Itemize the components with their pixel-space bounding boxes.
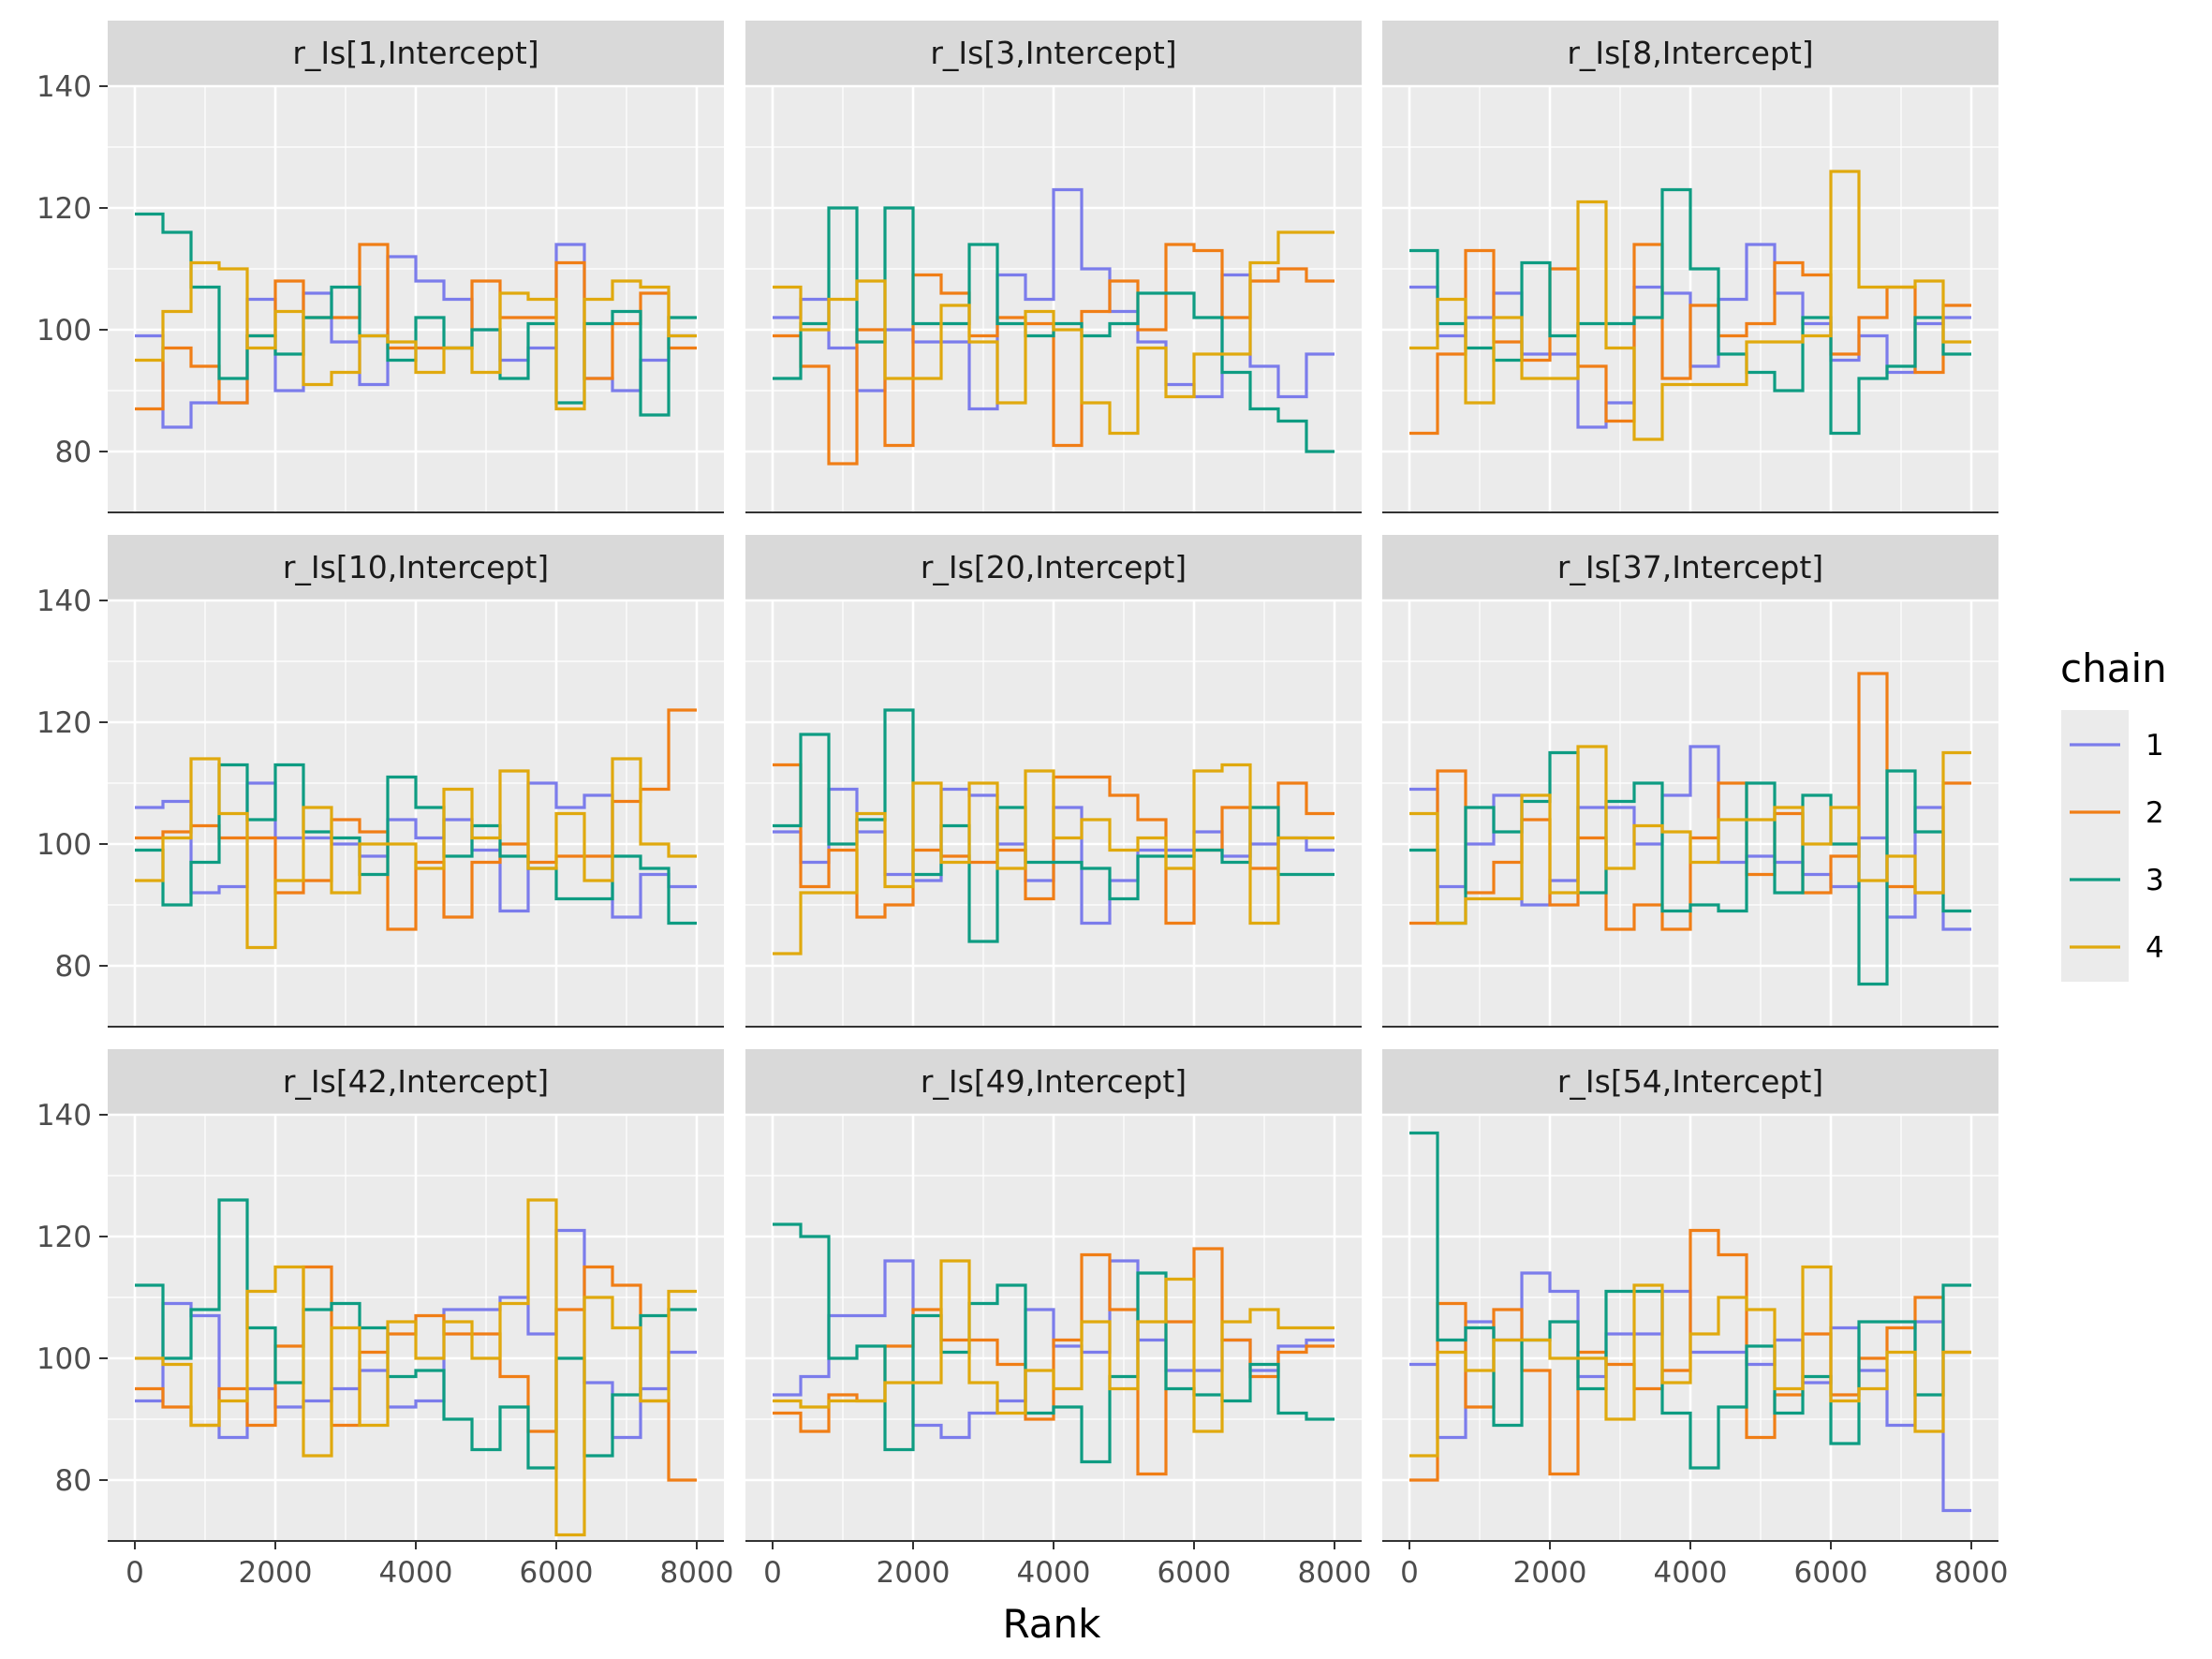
x-tick-label: 4000 — [1654, 1556, 1728, 1590]
series-line-chain-3 — [135, 763, 697, 926]
y-tick-label: 80 — [55, 436, 92, 469]
panel-title: r_Is[1,Intercept] — [292, 35, 538, 71]
series-line-chain-4 — [135, 757, 697, 950]
legend-label: 2 — [2146, 796, 2164, 830]
legend-label: 1 — [2146, 729, 2164, 763]
y-tick-label: 140 — [37, 585, 92, 618]
series-line-chain-1 — [773, 187, 1335, 411]
series-line-chain-3 — [773, 1222, 1335, 1464]
panel-title: r_Is[8,Intercept] — [1567, 35, 1813, 71]
series-line-chain-3 — [1409, 1131, 1971, 1470]
y-tick-label: 80 — [55, 1464, 92, 1498]
panel: r_Is[49,Intercept] 0 2000 4000 6000 8000 — [745, 1049, 1371, 1590]
series-line-chain-4 — [135, 1198, 697, 1537]
series-line-chain-3 — [135, 212, 697, 417]
y-tick-label: 120 — [37, 1221, 92, 1254]
x-axis-title: Rank — [1003, 1601, 1102, 1647]
panel: r_Is[37,Intercept] — [1382, 535, 1998, 1028]
y-tick-label: 100 — [37, 828, 92, 862]
y-tick-label: 80 — [55, 950, 92, 984]
x-tick-label: 4000 — [379, 1556, 453, 1590]
panel-strip — [745, 535, 1362, 600]
series-line-chain-3 — [135, 1198, 697, 1470]
x-tick-label: 8000 — [660, 1556, 734, 1590]
y-tick-label: 100 — [37, 1342, 92, 1376]
legend-key-background — [2061, 710, 2129, 982]
x-tick-label: 6000 — [1158, 1556, 1231, 1590]
x-tick-label: 6000 — [520, 1556, 594, 1590]
series-line-chain-2 — [1409, 243, 1971, 436]
series-line-chain-2 — [135, 243, 697, 411]
x-tick-label: 6000 — [1794, 1556, 1868, 1590]
panel: r_Is[54,Intercept] 0 2000 4000 6000 8000 — [1382, 1049, 2008, 1590]
panel: r_Is[3,Intercept] — [745, 21, 1362, 513]
series-line-chain-4 — [773, 1259, 1335, 1433]
panel-strip — [108, 21, 724, 86]
series-line-chain-1 — [135, 1228, 697, 1440]
series-line-chain-1 — [135, 781, 697, 919]
panel-strip — [1382, 535, 1998, 600]
series-line-chain-4 — [773, 763, 1335, 955]
panel-title: r_Is[54,Intercept] — [1557, 1063, 1823, 1100]
legend-title: chain — [2060, 645, 2167, 691]
series-line-chain-2 — [135, 708, 697, 931]
x-tick-label: 2000 — [877, 1556, 951, 1590]
series-line-chain-4 — [1409, 745, 1971, 926]
panel: r_Is[20,Intercept] — [745, 535, 1362, 1028]
y-tick-label: 120 — [37, 706, 92, 740]
series-line-chain-4 — [1409, 1265, 1971, 1458]
panel: r_Is[42,Intercept] 80 100 120 140 0 2000 4000 60… — [37, 1049, 734, 1590]
x-tick-label: 8000 — [1298, 1556, 1372, 1590]
panel-title: r_Is[20,Intercept] — [921, 549, 1187, 585]
x-tick-label: 2000 — [239, 1556, 313, 1590]
x-tick-label: 0 — [1400, 1556, 1419, 1590]
y-tick-label: 140 — [37, 1099, 92, 1133]
y-tick-label: 100 — [37, 314, 92, 348]
y-tick-label: 120 — [37, 192, 92, 226]
panel-title: r_Is[10,Intercept] — [283, 549, 549, 585]
panel-strip — [1382, 21, 1998, 86]
x-tick-label: 4000 — [1017, 1556, 1091, 1590]
panel-title: r_Is[42,Intercept] — [283, 1063, 549, 1100]
x-tick-label: 0 — [125, 1556, 144, 1590]
series-line-chain-4 — [135, 260, 697, 411]
series-line-chain-2 — [1409, 1228, 1971, 1482]
panel-title: r_Is[37,Intercept] — [1557, 549, 1823, 585]
chain-legend: chain 1 2 3 4 — [2060, 645, 2167, 982]
series-line-chain-4 — [773, 230, 1335, 436]
panel: r_Is[1,Intercept] 80 100 120 140 — [37, 21, 724, 513]
legend-label: 3 — [2146, 864, 2164, 897]
panel-strip — [108, 535, 724, 600]
panel: r_Is[8,Intercept] — [1382, 21, 1998, 513]
series-line-chain-1 — [1409, 745, 1971, 931]
x-tick-label: 8000 — [1935, 1556, 2009, 1590]
legend-label: 4 — [2146, 931, 2164, 965]
panel-strip — [108, 1049, 724, 1115]
panel-grid: r_Is[1,Intercept] 80 100 120 140 r_Is[3,Inter… — [37, 21, 2008, 1590]
series-line-chain-3 — [1409, 187, 1971, 436]
series-line-chain-3 — [1409, 750, 1971, 986]
series-line-chain-2 — [773, 243, 1335, 466]
panel: r_Is[10,Intercept] 80 100 120 140 — [37, 535, 724, 1028]
series-line-chain-4 — [1409, 170, 1971, 441]
y-tick-label: 140 — [37, 70, 92, 104]
panel-strip — [745, 21, 1362, 86]
x-tick-label: 0 — [763, 1556, 782, 1590]
panel-title: r_Is[49,Intercept] — [921, 1063, 1187, 1100]
panel-strip — [1382, 1049, 1998, 1115]
x-tick-label: 2000 — [1513, 1556, 1587, 1590]
panel-title: r_Is[3,Intercept] — [930, 35, 1176, 71]
panel-strip — [745, 1049, 1362, 1115]
series-line-chain-2 — [1409, 672, 1971, 931]
series-line-chain-2 — [773, 763, 1335, 926]
